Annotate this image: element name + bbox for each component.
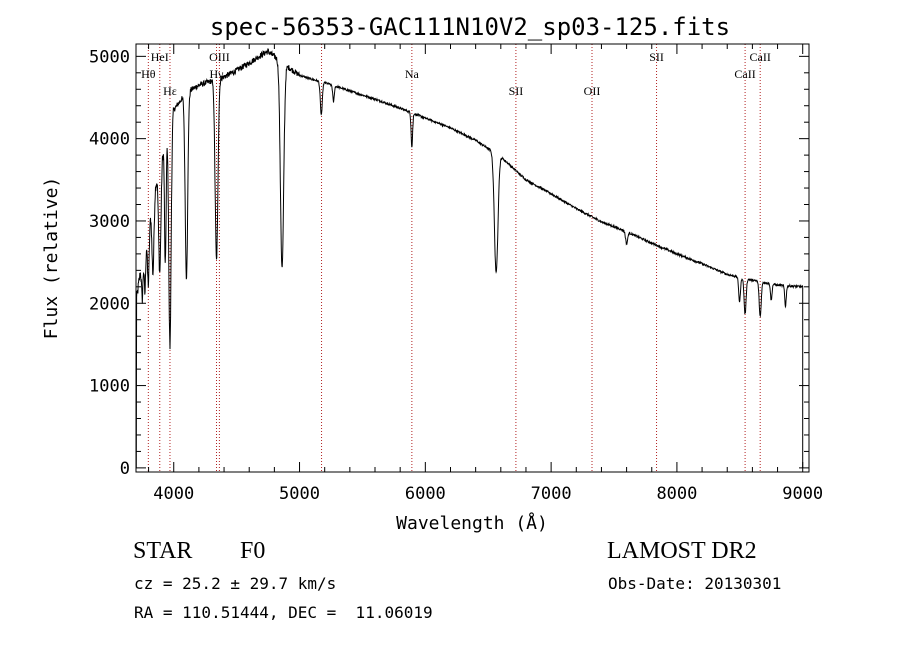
- line-marker-label: SII: [649, 50, 664, 64]
- x-tick-label: 7000: [531, 484, 572, 504]
- object-subclass: F0: [240, 538, 266, 564]
- y-tick-label: 5000: [89, 47, 130, 67]
- y-tick-label: 1000: [89, 377, 130, 397]
- x-axis-label: Wavelength (Å): [396, 512, 548, 534]
- survey-name: LAMOST DR2: [607, 538, 757, 564]
- line-marker-label: CaII: [750, 50, 771, 64]
- line-marker-label: OII: [584, 84, 601, 98]
- line-marker-label: OIII: [209, 50, 230, 64]
- line-marker-label: Hε: [163, 84, 177, 98]
- x-tick-label: 5000: [279, 484, 320, 504]
- x-tick-label: 9000: [782, 484, 823, 504]
- x-tick-label: 8000: [656, 484, 697, 504]
- line-marker-label: Hθ: [141, 67, 156, 81]
- spectrum-line: [135, 47, 804, 469]
- x-tick-label: 6000: [405, 484, 446, 504]
- redshift-text: cz = 25.2 ± 29.7 km/s: [134, 574, 337, 593]
- plot-frame: [135, 43, 810, 473]
- line-marker-label: CaII: [734, 67, 755, 81]
- x-tick-label: 4000: [153, 484, 194, 504]
- y-tick-label: 0: [120, 459, 130, 479]
- observation-date: Obs-Date: 20130301: [608, 574, 782, 593]
- y-tick-label: 4000: [89, 130, 130, 150]
- object-class: STAR: [133, 538, 193, 564]
- line-marker-label: HeI: [151, 50, 169, 64]
- y-tick-label: 2000: [89, 294, 130, 314]
- chart-title: spec-56353-GAC111N10V2_sp03-125.fits: [210, 13, 730, 41]
- y-tick-label: 3000: [89, 212, 130, 232]
- line-marker-label: SII: [509, 84, 524, 98]
- axis-ticks: 4000 5000 6000 7000 8000 9000 0 1000 2000 3000 400…: [89, 44, 823, 504]
- line-marker-label: Na: [405, 67, 420, 81]
- y-axis-label: Flux (relative): [41, 177, 62, 340]
- coordinates-text: RA = 110.51444, DEC = 11.06019: [134, 603, 433, 622]
